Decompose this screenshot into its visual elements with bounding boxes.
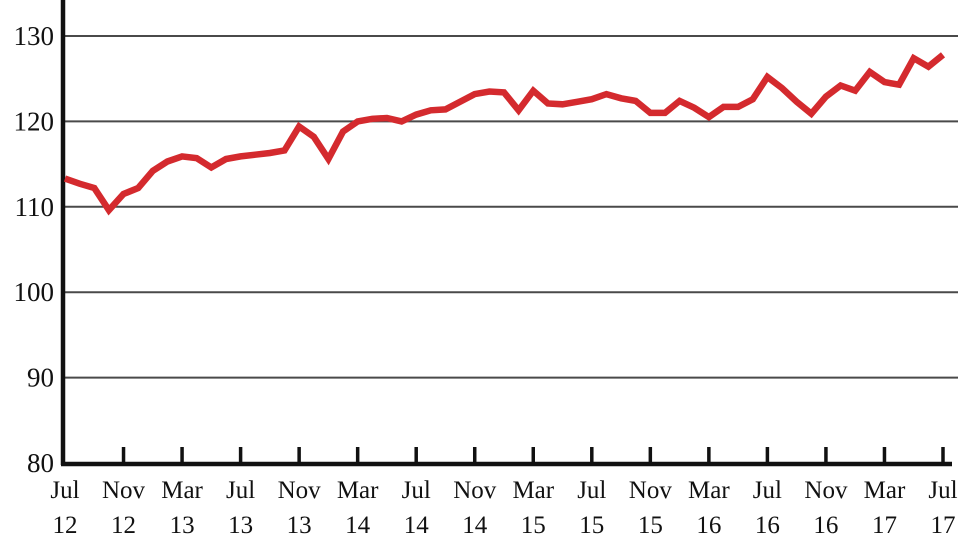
x-tick-month-label: Jul — [753, 477, 782, 504]
x-tick-month-label: Jul — [577, 477, 606, 504]
x-tick-month-label: Nov — [804, 477, 848, 504]
x-tick-month-label: Mar — [512, 477, 554, 504]
x-tick-year-label: 12 — [111, 512, 136, 539]
y-axis-tick-label: 120 — [14, 106, 55, 136]
x-tick-month-label: Mar — [161, 477, 203, 504]
x-tick-month-label: Nov — [629, 477, 673, 504]
x-tick-year-label: 14 — [404, 512, 430, 539]
x-tick-month-label: Mar — [688, 477, 730, 504]
x-tick-month-label: Mar — [337, 477, 379, 504]
x-tick-year-label: 16 — [813, 512, 838, 539]
x-tick-year-label: 13 — [287, 512, 312, 539]
y-axis-tick-label: 90 — [27, 363, 54, 393]
x-tick-month-label: Jul — [226, 477, 255, 504]
y-axis-tick-label: 80 — [27, 448, 54, 478]
x-tick-year-label: 15 — [638, 512, 663, 539]
x-tick-year-label: 15 — [579, 512, 604, 539]
x-tick-month-label: Nov — [453, 477, 497, 504]
data-series-line — [63, 52, 946, 216]
x-tick-year-label: 12 — [53, 512, 78, 539]
x-tick-month-label: Nov — [102, 477, 146, 504]
x-tick-year-label: 17 — [930, 512, 955, 539]
x-tick-year-label: 16 — [755, 512, 780, 539]
x-tick-month-label: Jul — [928, 477, 957, 504]
y-axis-tick-label: 110 — [15, 192, 55, 222]
x-tick-year-label: 17 — [872, 512, 897, 539]
x-tick-month-label: Nov — [278, 477, 322, 504]
x-tick-year-label: 15 — [521, 512, 546, 539]
x-tick-year-label: 13 — [228, 512, 253, 539]
x-tick-month-label: Jul — [50, 477, 79, 504]
y-axis-tick-label: 130 — [14, 21, 55, 51]
y-axis-tick-label: 100 — [14, 277, 55, 307]
x-tick-month-label: Jul — [402, 477, 431, 504]
x-tick-year-label: 16 — [696, 512, 721, 539]
x-tick-month-label: Mar — [864, 477, 906, 504]
x-tick-year-label: 14 — [345, 512, 371, 539]
x-tick-year-label: 13 — [170, 512, 195, 539]
x-tick-year-label: 14 — [462, 512, 488, 539]
